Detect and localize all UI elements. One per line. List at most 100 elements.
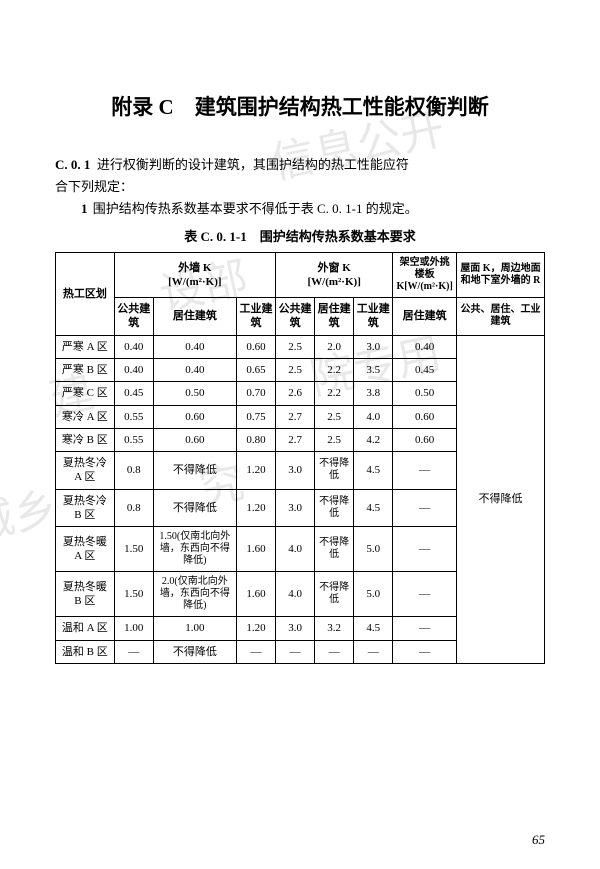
section-paragraph: C. 0. 1进行权衡判断的设计建筑，其围护结构的热工性能应符 — [55, 154, 545, 176]
cell: 0.65 — [236, 358, 275, 381]
cell: 2.5 — [276, 335, 315, 358]
cell: 3.0 — [354, 335, 393, 358]
th-ind: 工业建筑 — [236, 298, 275, 336]
rule-text: 围护结构传热系数基本要求不得低于表 C. 0. 1-1 的规定。 — [93, 201, 418, 216]
thermal-table: 热工区划 外墙 K[W/(m²·K)] 外窗 K[W/(m²·K)] 架空或外挑… — [55, 252, 545, 664]
cell: 1.50 — [114, 527, 153, 572]
cell: 夏热冬暖 B 区 — [56, 572, 115, 617]
cell: 1.60 — [236, 527, 275, 572]
cell: 1.00 — [114, 617, 153, 640]
cell: 不得降低 — [153, 640, 236, 663]
table-caption: 表 C. 0. 1-1 围护结构传热系数基本要求 — [55, 226, 545, 248]
cell: 0.75 — [236, 405, 275, 428]
cell: 不得降低 — [153, 489, 236, 527]
cell: 0.70 — [236, 382, 275, 405]
th-zone: 热工区划 — [56, 253, 115, 336]
cell: 0.40 — [114, 335, 153, 358]
cell: 0.50 — [393, 382, 457, 405]
cell: 2.7 — [276, 405, 315, 428]
cell: 3.5 — [354, 358, 393, 381]
cell: 1.20 — [236, 489, 275, 527]
cell: 严寒 A 区 — [56, 335, 115, 358]
cell: 4.5 — [354, 452, 393, 490]
cell: 夏热冬暖 A 区 — [56, 527, 115, 572]
cell: 1.20 — [236, 617, 275, 640]
cell: 0.8 — [114, 452, 153, 490]
cell: — — [393, 572, 457, 617]
cell: — — [114, 640, 153, 663]
cell: 3.0 — [276, 489, 315, 527]
cell: — — [393, 452, 457, 490]
cell: 0.40 — [153, 335, 236, 358]
cell: 4.5 — [354, 617, 393, 640]
cell: 严寒 C 区 — [56, 382, 115, 405]
th-wall: 外墙 K[W/(m²·K)] — [114, 253, 275, 298]
cell: 3.2 — [315, 617, 354, 640]
th-pub2: 公共建筑 — [276, 298, 315, 336]
cell: 1.50(仅南北向外墙，东西向不得降低) — [153, 527, 236, 572]
th-all: 公共、居住、工业建筑 — [456, 298, 544, 336]
cell: 寒冷 A 区 — [56, 405, 115, 428]
cell: — — [393, 527, 457, 572]
cell: 3.0 — [276, 452, 315, 490]
rule-line: 1围护结构传热系数基本要求不得低于表 C. 0. 1-1 的规定。 — [55, 198, 545, 220]
cell: 1.60 — [236, 572, 275, 617]
cell: 0.80 — [236, 428, 275, 451]
cell: 4.5 — [354, 489, 393, 527]
cell: 4.0 — [276, 527, 315, 572]
cell: — — [354, 640, 393, 663]
cell: 不得降低 — [315, 452, 354, 490]
cell: 不得降低 — [315, 572, 354, 617]
cell: 1.20 — [236, 452, 275, 490]
cell: 温和 A 区 — [56, 617, 115, 640]
cell: 2.0 — [315, 335, 354, 358]
cell: 0.40 — [153, 358, 236, 381]
cell: 4.0 — [276, 572, 315, 617]
cell: 不得降低 — [315, 527, 354, 572]
roof-span-cell: 不得降低 — [456, 335, 544, 663]
appendix-title: 附录 C 建筑围护结构热工性能权衡判断 — [55, 90, 545, 126]
cell: 0.55 — [114, 428, 153, 451]
cell: 0.60 — [393, 428, 457, 451]
cell: 2.5 — [276, 358, 315, 381]
cell: 4.2 — [354, 428, 393, 451]
cell: 1.50 — [114, 572, 153, 617]
th-overhang: 架空或外挑楼板 K[W/(m²·K)] — [393, 253, 457, 298]
cell: 0.55 — [114, 405, 153, 428]
cell: 0.60 — [153, 428, 236, 451]
cell: 0.50 — [153, 382, 236, 405]
cell: — — [276, 640, 315, 663]
cell: 夏热冬冷 B 区 — [56, 489, 115, 527]
cell: 3.8 — [354, 382, 393, 405]
cell: 不得降低 — [315, 489, 354, 527]
cell: — — [393, 617, 457, 640]
cell: 2.7 — [276, 428, 315, 451]
cell: 0.45 — [114, 382, 153, 405]
th-resi3: 居住建筑 — [393, 298, 457, 336]
cell: — — [315, 640, 354, 663]
cell: 0.8 — [114, 489, 153, 527]
cell: 5.0 — [354, 527, 393, 572]
cell: 4.0 — [354, 405, 393, 428]
cell: 寒冷 B 区 — [56, 428, 115, 451]
cell: 严寒 B 区 — [56, 358, 115, 381]
th-roof: 屋面 K，周边地面和地下室外墙的 R — [456, 253, 544, 298]
cell: — — [393, 640, 457, 663]
cell: 温和 B 区 — [56, 640, 115, 663]
cell: — — [236, 640, 275, 663]
cell: 夏热冬冷 A 区 — [56, 452, 115, 490]
cell: — — [393, 489, 457, 527]
cell: 0.60 — [153, 405, 236, 428]
cell: 0.40 — [393, 335, 457, 358]
th-resi2: 居住建筑 — [315, 298, 354, 336]
cell: 不得降低 — [153, 452, 236, 490]
cell: 2.5 — [315, 428, 354, 451]
page-number: 65 — [532, 829, 545, 851]
cell: 2.5 — [315, 405, 354, 428]
cell: 2.2 — [315, 382, 354, 405]
cell: 3.0 — [276, 617, 315, 640]
para-continued: 合下列规定： — [55, 176, 545, 198]
cell: 2.6 — [276, 382, 315, 405]
cell: 5.0 — [354, 572, 393, 617]
cell: 0.60 — [236, 335, 275, 358]
